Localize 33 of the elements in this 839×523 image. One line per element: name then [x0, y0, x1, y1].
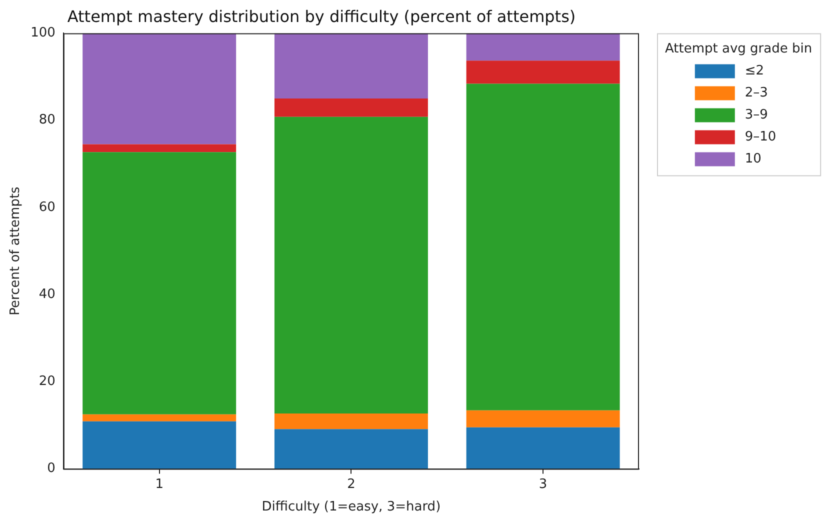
y-tick-label: 40	[38, 286, 56, 302]
bar	[274, 33, 428, 99]
bar	[274, 116, 428, 414]
legend-label: 3–9	[744, 108, 768, 123]
bar	[82, 421, 236, 469]
bar	[466, 410, 620, 428]
y-tick-label: 80	[38, 112, 56, 128]
legend-label: 2–3	[744, 86, 768, 101]
bar	[82, 414, 236, 422]
x-tick-label: 2	[347, 476, 356, 492]
bar	[466, 84, 620, 410]
bar	[466, 33, 620, 61]
bar	[274, 413, 428, 430]
chart-title: Attempt mastery distribution by difficulty (percent of attempts)	[67, 6, 576, 26]
bar	[82, 144, 236, 152]
y-tick-label: 0	[47, 461, 56, 476]
bar	[466, 427, 620, 469]
bar	[274, 429, 428, 469]
legend-label: ≤2	[744, 64, 764, 79]
bar	[82, 152, 236, 414]
bar	[82, 33, 236, 144]
x-tick-label: 3	[538, 476, 548, 492]
y-tick-label: 60	[38, 200, 56, 215]
x-tick-label: 1	[155, 476, 164, 492]
bar	[466, 60, 620, 84]
y-axis-title: Percent of attempts	[8, 186, 24, 316]
y-tick-label: 100	[30, 26, 56, 41]
x-axis-title: Difficulty (1=easy, 3=hard)	[262, 500, 441, 515]
y-tick-label: 20	[38, 374, 56, 390]
legend-label: 9–10	[744, 130, 776, 145]
legend-label: 10	[744, 152, 762, 167]
legend-title: Attempt avg grade bin	[664, 42, 812, 57]
bar	[274, 98, 428, 117]
